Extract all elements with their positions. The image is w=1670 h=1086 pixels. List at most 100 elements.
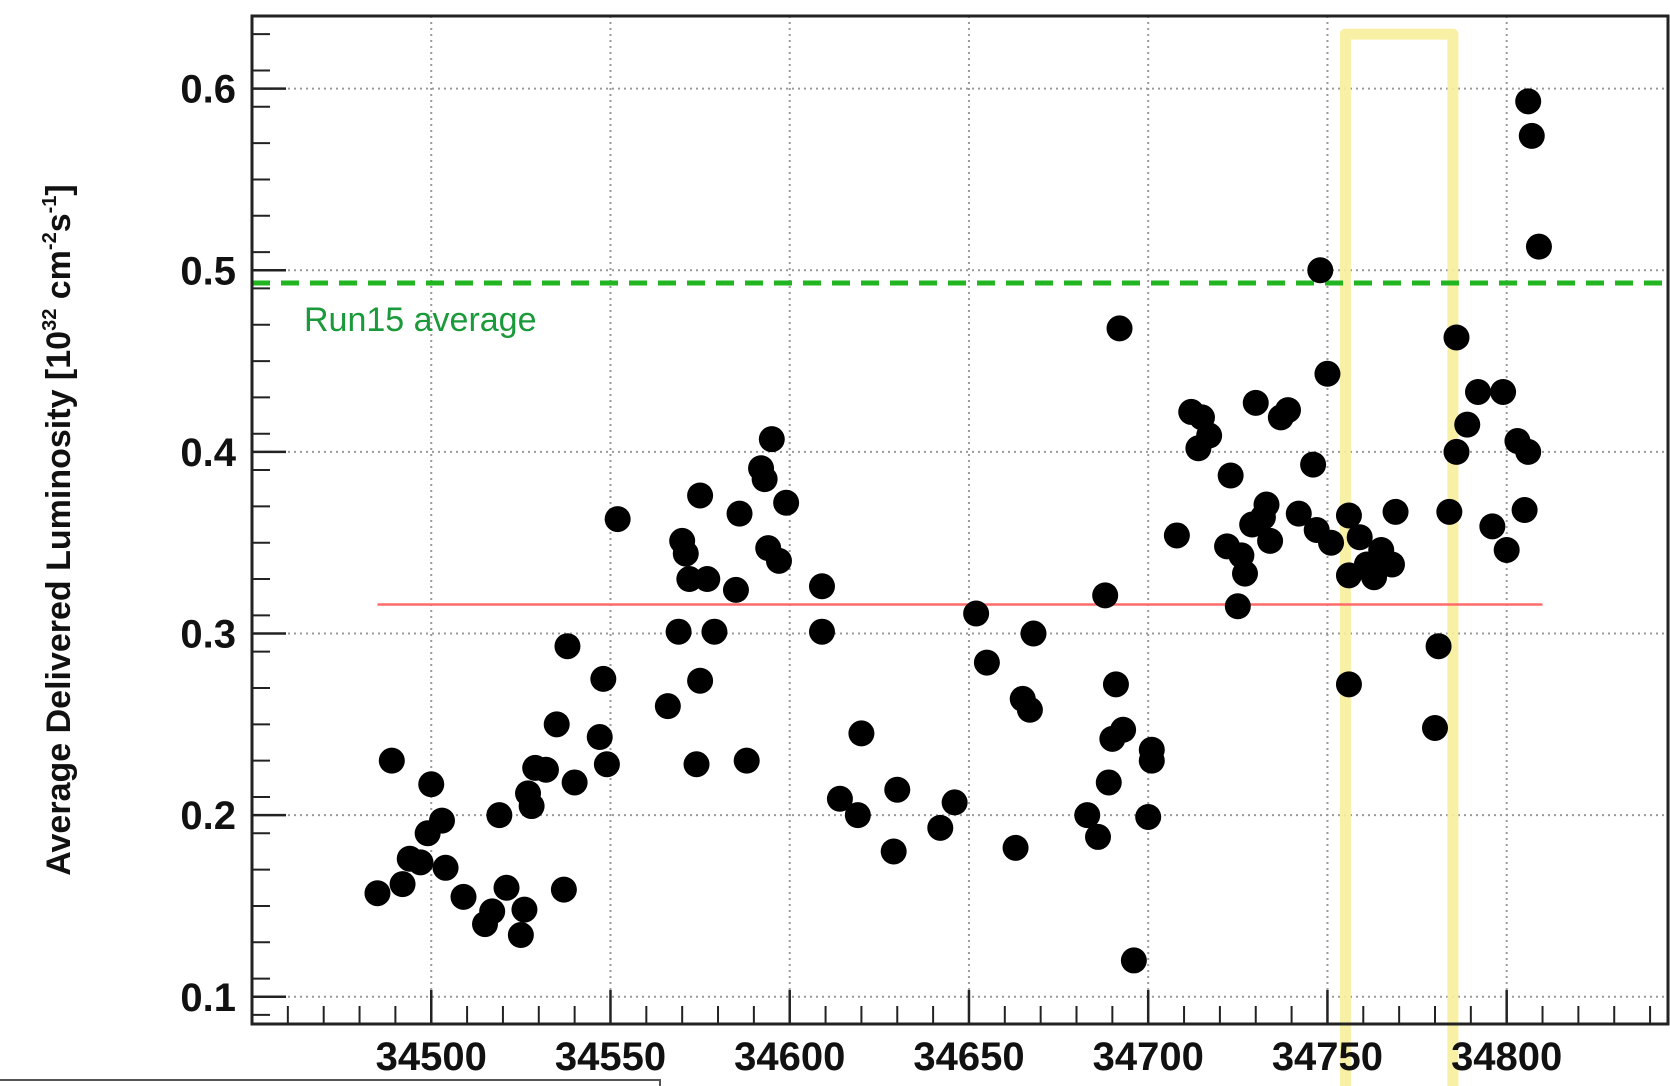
data-point	[432, 854, 459, 881]
data-point	[1092, 582, 1119, 609]
data-point	[884, 776, 911, 803]
data-point	[701, 618, 728, 645]
data-point	[1493, 536, 1520, 563]
data-point	[694, 566, 721, 593]
reference-lines: Run15 average	[252, 280, 1668, 606]
data-point	[1138, 736, 1165, 763]
data-point	[687, 482, 714, 509]
data-point	[808, 573, 835, 600]
data-point	[428, 807, 455, 834]
data-point	[733, 747, 760, 774]
data-point	[593, 751, 620, 778]
data-point	[1443, 438, 1470, 465]
data-point	[826, 785, 853, 812]
data-point	[1361, 564, 1388, 591]
y-tick-label: 0.5	[180, 249, 236, 293]
data-point	[511, 896, 538, 923]
data-point	[672, 540, 699, 567]
data-point	[418, 771, 445, 798]
axis-ticks	[252, 33, 1652, 1024]
data-point	[808, 618, 835, 645]
data-point	[751, 466, 778, 493]
x-tick-label: 34800	[1451, 1035, 1562, 1079]
legend-box-fragment	[0, 1079, 661, 1086]
data-point	[973, 649, 1000, 676]
data-point	[765, 547, 792, 574]
data-point	[1110, 716, 1137, 743]
data-point	[844, 802, 871, 829]
data-point	[1421, 714, 1448, 741]
y-tick-label: 0.2	[180, 794, 236, 838]
data-point	[1335, 671, 1362, 698]
highlight-region-layer	[1339, 28, 1459, 1086]
data-point	[654, 693, 681, 720]
data-point	[364, 880, 391, 907]
data-point	[389, 871, 416, 898]
data-point	[941, 789, 968, 816]
data-point	[1074, 802, 1101, 829]
data-point	[1085, 823, 1112, 850]
data-point	[554, 633, 581, 660]
data-points	[364, 88, 1552, 974]
data-point	[726, 500, 753, 527]
data-point	[773, 489, 800, 516]
x-tick-label: 34750	[1272, 1035, 1383, 1079]
data-point	[561, 769, 588, 796]
axis-labels: 0.1 0.2 0.3 0.4 0.5 0.6 34500 34550 34600 34650 34…	[39, 68, 1562, 1079]
data-point	[758, 426, 785, 453]
data-point	[848, 720, 875, 747]
y-tick-label: 0.1	[180, 976, 236, 1020]
data-point	[927, 814, 954, 841]
x-tick-label: 34500	[376, 1035, 487, 1079]
data-point	[1382, 498, 1409, 525]
data-point	[1257, 527, 1284, 554]
data-point	[1106, 315, 1133, 342]
x-tick-label: 34650	[913, 1035, 1024, 1079]
data-point	[1016, 696, 1043, 723]
data-point	[1285, 500, 1312, 527]
reference-line-label: Run15 average	[304, 301, 537, 339]
grid	[252, 16, 1668, 1024]
data-point	[378, 747, 405, 774]
data-point	[1525, 233, 1552, 260]
data-point	[1378, 551, 1405, 578]
data-point	[1443, 324, 1470, 351]
data-point	[1217, 462, 1244, 489]
data-point	[665, 618, 692, 645]
data-point	[507, 922, 534, 949]
data-point	[963, 600, 990, 627]
data-point	[1518, 122, 1545, 149]
data-point	[1454, 411, 1481, 438]
data-point	[1314, 360, 1341, 387]
y-axis-label: Average Delivered Luminosity [1032 cm-2s…	[39, 184, 78, 876]
data-point	[493, 874, 520, 901]
data-point	[1224, 593, 1251, 620]
data-point	[1479, 513, 1506, 540]
data-point	[1515, 88, 1542, 115]
data-point	[1102, 671, 1129, 698]
data-point	[590, 665, 617, 692]
data-point	[450, 883, 477, 910]
x-tick-label: 34550	[555, 1035, 666, 1079]
data-point	[687, 667, 714, 694]
data-point	[518, 793, 545, 820]
y-tick-label: 0.6	[180, 68, 236, 112]
data-point	[1231, 560, 1258, 587]
data-point	[1511, 497, 1538, 524]
data-point	[1425, 633, 1452, 660]
data-point	[1318, 529, 1345, 556]
data-point	[586, 724, 613, 751]
legend-box-edge	[0, 1079, 661, 1086]
data-point	[543, 711, 570, 738]
x-tick-label: 34700	[1093, 1035, 1204, 1079]
data-point	[1196, 422, 1223, 449]
data-point	[1465, 378, 1492, 405]
data-point	[1490, 378, 1517, 405]
data-point	[1242, 389, 1269, 416]
data-point	[407, 849, 434, 876]
data-point	[676, 566, 703, 593]
data-point	[1300, 451, 1327, 478]
data-point	[1346, 524, 1373, 551]
y-tick-label: 0.4	[180, 431, 236, 475]
